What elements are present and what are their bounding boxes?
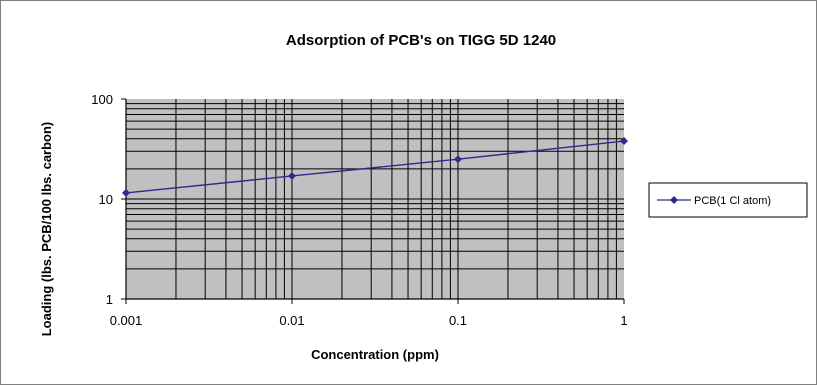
series-group (122, 137, 628, 197)
legend-marker (670, 196, 678, 204)
y-tick-label: 10 (99, 192, 113, 207)
data-point (454, 155, 462, 164)
x-tick-label: 0.001 (110, 313, 143, 328)
data-point (288, 171, 296, 180)
y-tick-label: 1 (106, 292, 113, 307)
series-line (125, 140, 625, 194)
x-tick-label: 1 (620, 313, 627, 328)
legend-label: PCB(1 Cl atom) (694, 195, 771, 207)
x-axis-label: Concentration (ppm) (311, 347, 439, 362)
data-point (122, 188, 130, 197)
x-tick-labels: 0.001 0.01 0.1 1 (110, 313, 628, 328)
y-tick-label: 100 (91, 92, 113, 107)
x-tick-label: 0.1 (449, 313, 467, 328)
axes (121, 98, 625, 304)
y-tick-labels: 1 10 100 (91, 92, 113, 307)
x-tick-label: 0.01 (279, 313, 304, 328)
chart-title: Adsorption of PCB's on TIGG 5D 1240 (286, 32, 556, 49)
legend: PCB(1 Cl atom) (648, 182, 808, 218)
y-axis-label: Loading (lbs. PCB/100 lbs. carbon) (39, 122, 54, 337)
data-point (620, 137, 628, 146)
grid-lines (125, 99, 624, 300)
